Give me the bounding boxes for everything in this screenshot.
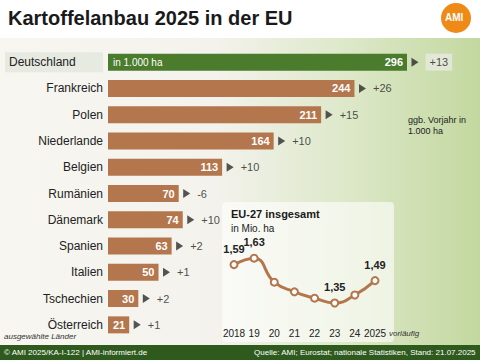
svg-text:+10: +10 [241, 161, 260, 173]
svg-text:22: 22 [309, 328, 321, 339]
svg-text:211: 211 [299, 109, 317, 121]
svg-text:Rumänien: Rumänien [48, 187, 103, 201]
svg-text:296: 296 [385, 56, 403, 68]
svg-text:AMI: AMI [445, 12, 464, 23]
svg-text:+1: +1 [148, 319, 161, 331]
svg-text:Italien: Italien [71, 265, 103, 279]
svg-text:23: 23 [329, 328, 341, 339]
svg-text:50: 50 [142, 266, 154, 278]
svg-text:Belgien: Belgien [63, 160, 103, 174]
svg-text:63: 63 [155, 240, 167, 252]
svg-text:Deutschland: Deutschland [9, 55, 76, 69]
svg-text:1.000 ha: 1.000 ha [408, 126, 443, 136]
svg-text:ggb. Vorjahr in: ggb. Vorjahr in [408, 115, 469, 125]
svg-text:+15: +15 [340, 109, 359, 121]
svg-text:ausgewählte Länder: ausgewählte Länder [4, 332, 76, 341]
svg-text:113: 113 [200, 161, 218, 173]
svg-text:+10: +10 [292, 135, 311, 147]
svg-text:+2: +2 [157, 293, 170, 305]
svg-text:+13: +13 [430, 56, 449, 68]
svg-text:+2: +2 [190, 240, 203, 252]
svg-text:244: 244 [332, 82, 351, 94]
svg-text:19: 19 [249, 328, 261, 339]
svg-text:Frankreich: Frankreich [46, 81, 103, 95]
svg-text:+1: +1 [177, 266, 190, 278]
svg-text:74: 74 [167, 214, 180, 226]
svg-text:Niederlande: Niederlande [38, 134, 103, 148]
svg-text:70: 70 [162, 188, 174, 200]
svg-text:vorläufig: vorläufig [389, 329, 420, 338]
svg-text:1,35: 1,35 [324, 281, 345, 293]
svg-text:21: 21 [289, 328, 301, 339]
svg-text:Österreich: Österreich [48, 318, 103, 332]
svg-text:1,49: 1,49 [364, 259, 385, 271]
svg-text:-6: -6 [197, 188, 207, 200]
svg-text:+10: +10 [201, 214, 220, 226]
svg-text:2025: 2025 [364, 328, 387, 339]
svg-text:164: 164 [251, 135, 270, 147]
svg-text:in 1.000 ha: in 1.000 ha [113, 57, 163, 68]
svg-text:1,59: 1,59 [223, 243, 244, 255]
svg-text:2018: 2018 [223, 328, 246, 339]
svg-text:30: 30 [122, 293, 134, 305]
svg-text:24: 24 [349, 328, 361, 339]
svg-text:Polen: Polen [72, 108, 103, 122]
svg-text:20: 20 [269, 328, 281, 339]
svg-text:21: 21 [113, 319, 125, 331]
svg-text:EU-27 insgesamt: EU-27 insgesamt [231, 208, 320, 220]
svg-text:in Mio. ha: in Mio. ha [231, 223, 275, 234]
svg-text:Kartoffelanbau 2025 in der EU: Kartoffelanbau 2025 in der EU [8, 7, 293, 29]
svg-text:1,63: 1,63 [243, 236, 264, 248]
svg-text:Tschechien: Tschechien [43, 292, 103, 306]
svg-text:Quelle: AMI; Eurostat; nationa: Quelle: AMI; Eurostat; nationale Statist… [254, 348, 476, 357]
svg-text:Spanien: Spanien [59, 239, 103, 253]
svg-text:Dänemark: Dänemark [48, 213, 104, 227]
svg-text:© AMI 2025/KA-I-122 | AMI-info: © AMI 2025/KA-I-122 | AMI-informiert.de [4, 348, 148, 357]
svg-text:+26: +26 [373, 82, 392, 94]
